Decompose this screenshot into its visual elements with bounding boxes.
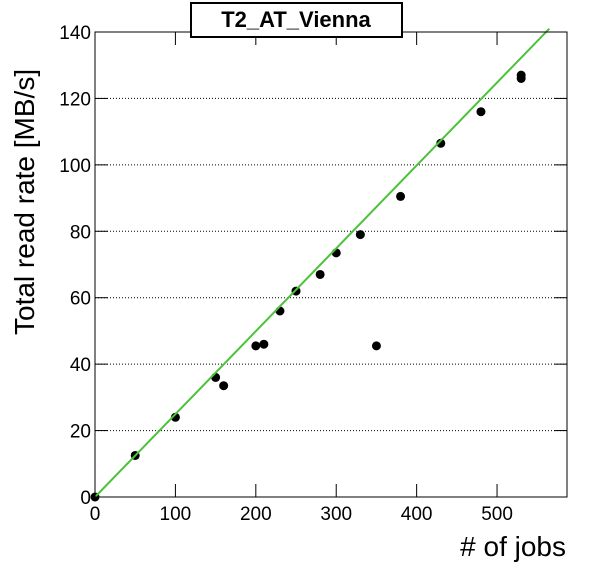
- x-tick-label: 500: [481, 504, 513, 525]
- y-tick-label: 120: [59, 89, 91, 110]
- x-tick-label: 400: [401, 504, 433, 525]
- y-tick-label: 20: [70, 422, 91, 443]
- y-tick-label: 0: [80, 488, 91, 509]
- data-point: [396, 191, 406, 201]
- y-tick-label: 60: [70, 289, 91, 310]
- x-tick-label: 200: [240, 504, 272, 525]
- y-tick-label: 100: [59, 156, 91, 177]
- x-tick-label: 0: [90, 504, 101, 525]
- marks: [90, 27, 551, 502]
- data-point: [315, 269, 325, 279]
- y-tick-label: 40: [70, 355, 91, 376]
- fit-line: [94, 27, 551, 498]
- data-point: [219, 381, 229, 391]
- chart-title: T2_AT_Vienna: [221, 7, 371, 32]
- y-tick-label: 80: [70, 222, 91, 243]
- data-point: [436, 138, 446, 148]
- x-tick-label: 300: [320, 504, 352, 525]
- data-point: [251, 341, 261, 351]
- x-tick-label: 100: [160, 504, 192, 525]
- y-axis-label: Total read rate [MB/s]: [9, 69, 40, 335]
- data-point: [371, 341, 381, 351]
- axes: 0 20 40 60 80 100 120 140 0 100 200 300 400 500: [59, 23, 567, 525]
- y-tick-label: 140: [59, 23, 91, 44]
- data-point: [516, 70, 526, 80]
- data-point: [476, 107, 486, 117]
- data-point: [259, 339, 269, 349]
- data-point: [355, 230, 365, 240]
- data-point: [211, 372, 221, 382]
- x-axis-label: # of jobs: [460, 531, 566, 562]
- title-box: [190, 2, 403, 38]
